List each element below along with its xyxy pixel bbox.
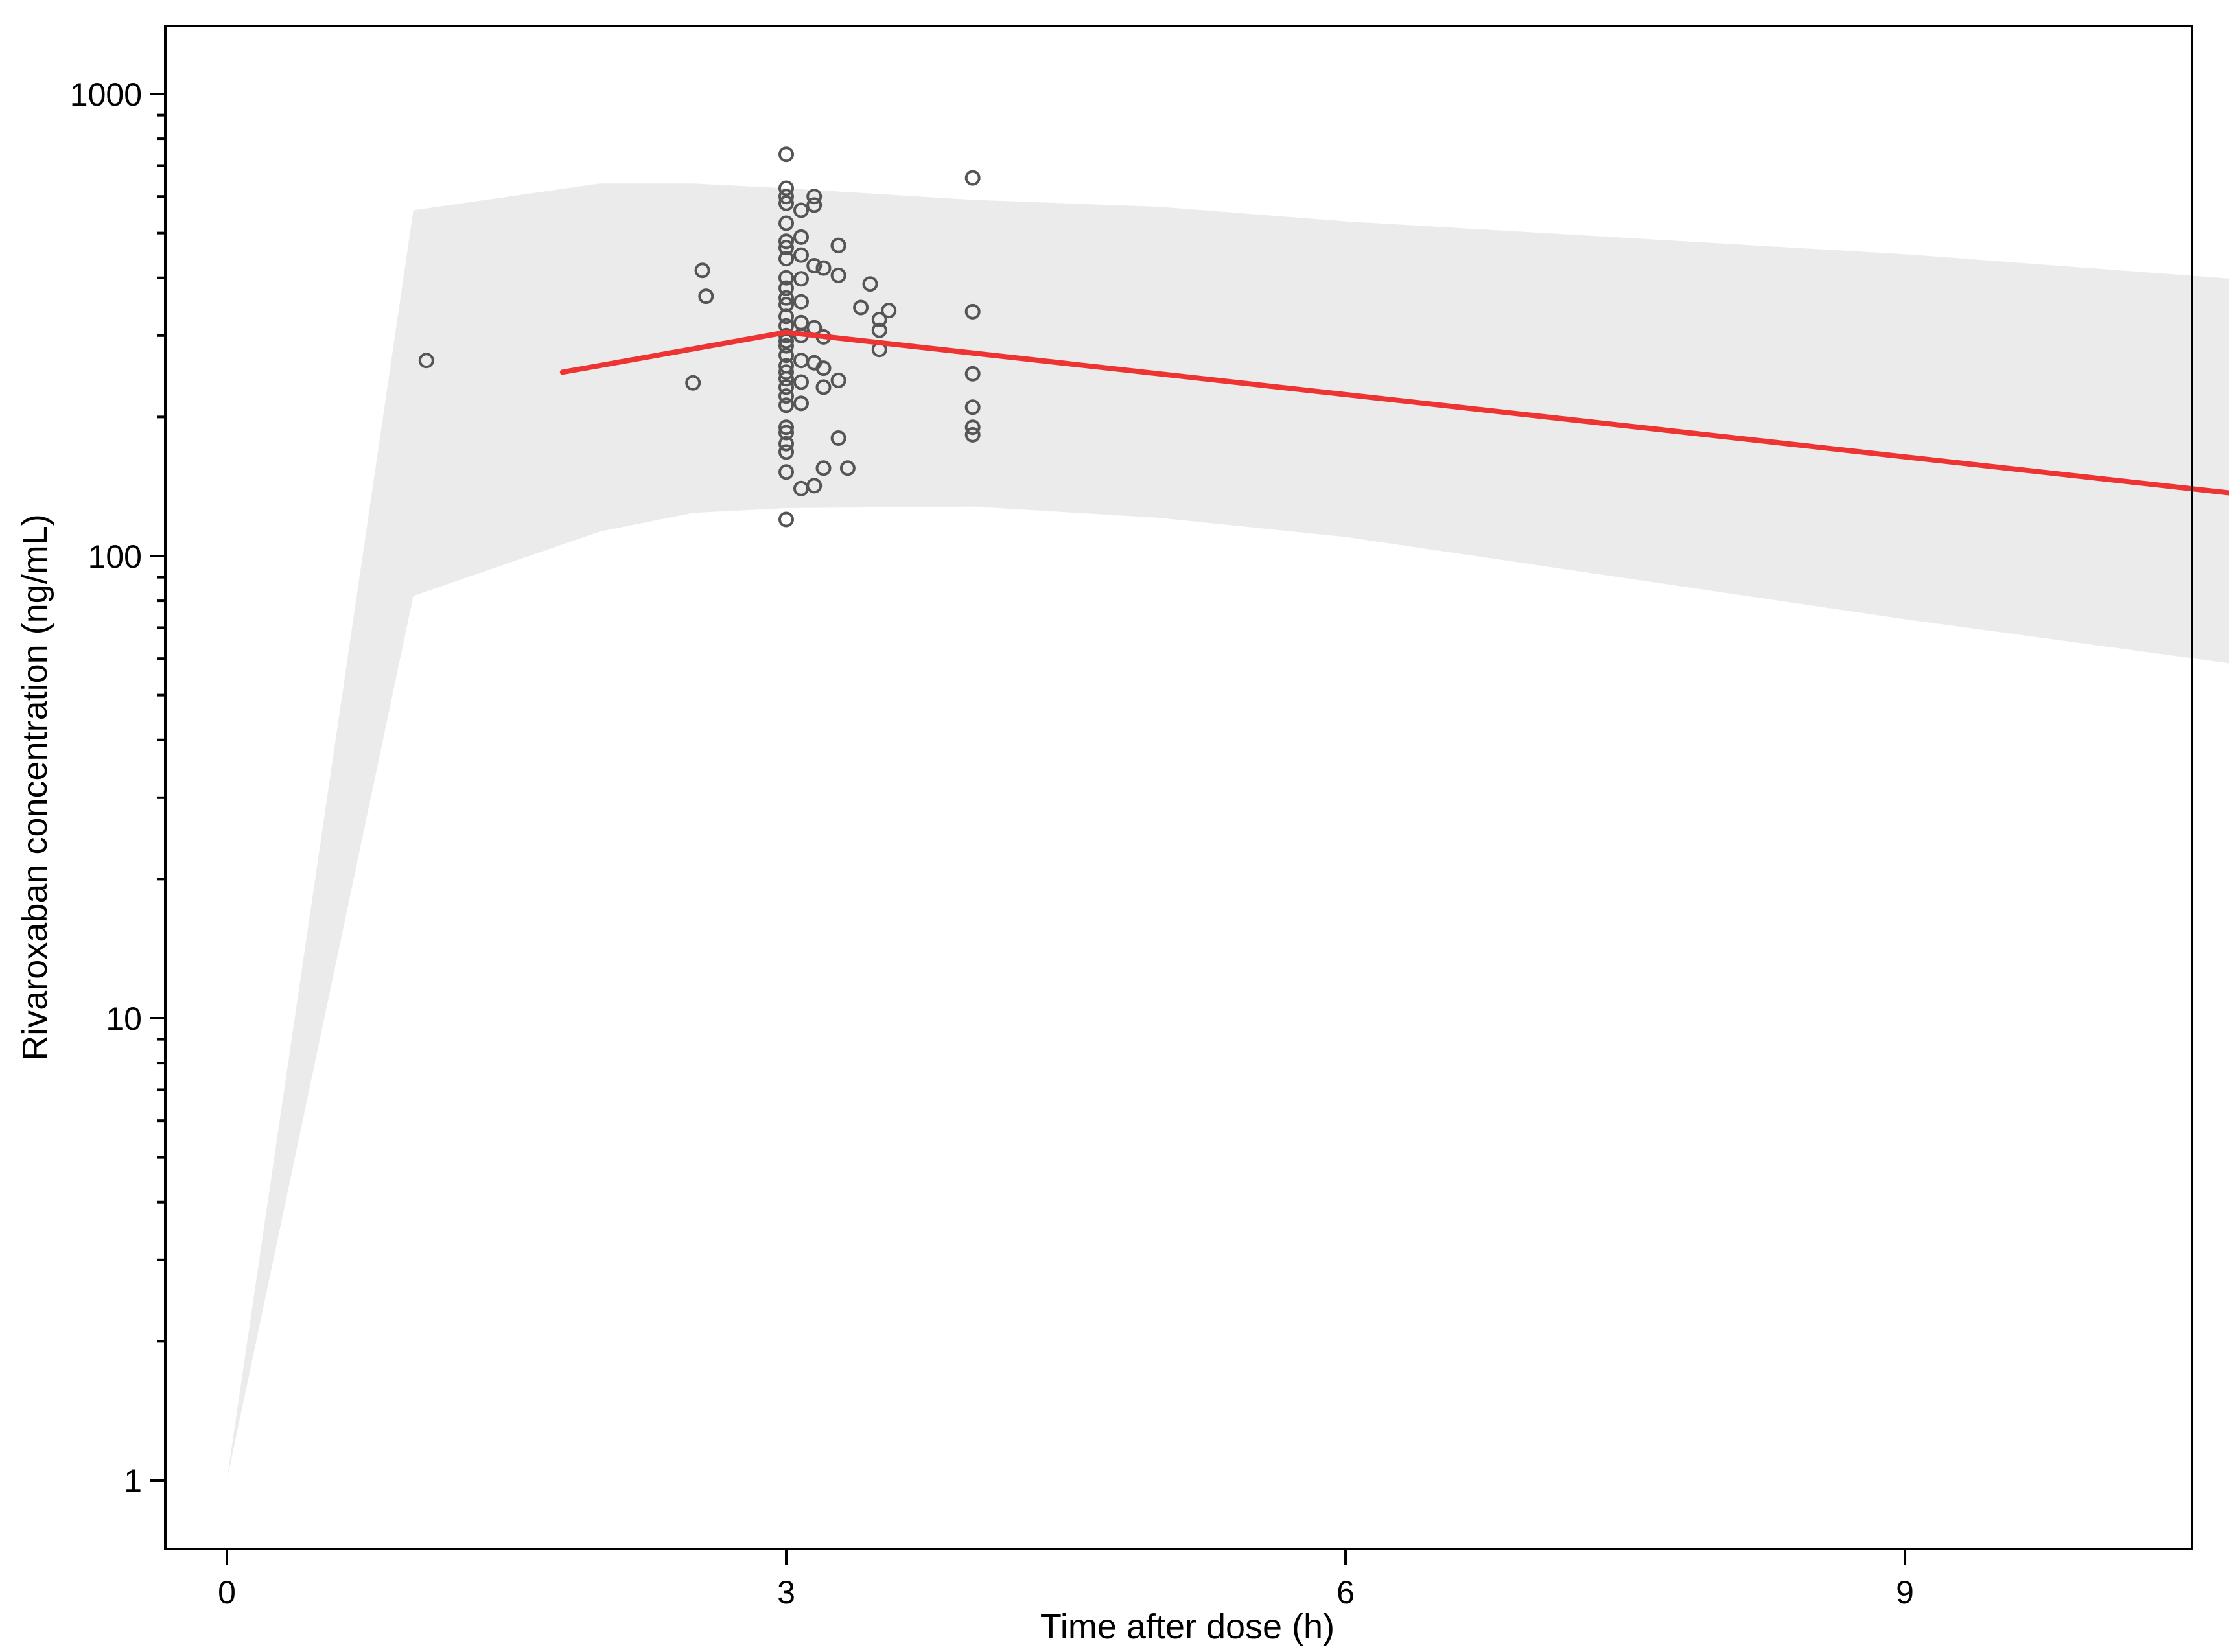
observed-point [815,360,832,377]
observed-point [871,312,887,327]
observed-point [685,375,701,391]
observed-point [778,180,794,196]
observed-point [778,233,794,250]
observed-point [830,267,846,283]
observed-point [778,347,794,364]
observed-point [778,195,794,211]
observed-point [881,303,897,319]
observed-point [778,189,794,205]
observed-point [830,237,846,253]
prediction-band-layer [227,183,2229,1480]
observed-point [871,322,887,338]
x-tick-label: 9 [1896,1574,1914,1611]
observed-point [778,388,794,404]
observed-point [694,262,710,279]
observed-point [830,430,846,446]
observed-point [778,251,794,267]
observed-point [815,379,832,395]
observed-point [793,202,809,218]
observed-point [793,374,809,390]
observed-point [793,247,809,263]
observed-point [793,271,809,287]
observed-point [778,436,794,452]
observed-point [778,308,794,325]
x-tick-label: 0 [218,1574,236,1611]
observed-point [964,303,981,320]
x-axis-title: Time after dose (h) [1040,1607,1335,1646]
observed-point [778,280,794,296]
observed-point [793,395,809,412]
observed-point [698,288,714,305]
observed-point [778,464,794,480]
y-tick-label: 1000 [70,76,142,113]
observed-point [778,425,794,441]
observed-point [778,270,794,286]
observed-point [778,240,794,256]
observed-point [853,299,869,316]
observed-point [778,146,794,163]
observed-point [806,189,823,205]
observed-point [778,338,794,354]
median-line-layer [559,329,2229,496]
observed-point [778,397,794,413]
prediction-band [227,183,2229,1480]
observed-point [862,276,878,292]
y-tick-label: 10 [106,1001,142,1037]
observed-point [778,215,794,231]
observed-point [778,290,794,306]
x-axis: 036912151821242730 [218,1549,1914,1611]
observed-points-layer [418,146,981,528]
observed-point [964,419,981,436]
observed-point [793,294,809,310]
observed-point [964,366,981,382]
observed-point [778,371,794,387]
observed-point [778,379,794,395]
observed-point [964,399,981,415]
observed-point [806,197,823,213]
observed-point [815,460,832,476]
observed-point [793,229,809,245]
observed-point [778,511,794,528]
observed-point [964,426,981,443]
y-tick-label: 1 [124,1463,142,1499]
observed-point [964,170,981,186]
y-tick-label: 100 [88,539,142,575]
median-prediction-line [559,329,2229,496]
plot-frame [164,25,2193,1550]
observed-point [806,478,823,494]
observed-point [815,260,832,276]
y-axis: 1 10 100 1000 [70,76,165,1499]
observed-point [778,419,794,436]
observed-point [806,258,823,273]
observed-point [778,364,794,380]
observed-point [418,353,434,369]
observed-point [830,372,846,388]
observed-point [778,444,794,460]
y-axis-title: Rivaroxaban concentration (ng/mL) [16,514,54,1060]
x-tick-label: 6 [1336,1574,1355,1611]
observed-point [839,460,856,476]
x-tick-label: 3 [777,1574,795,1611]
